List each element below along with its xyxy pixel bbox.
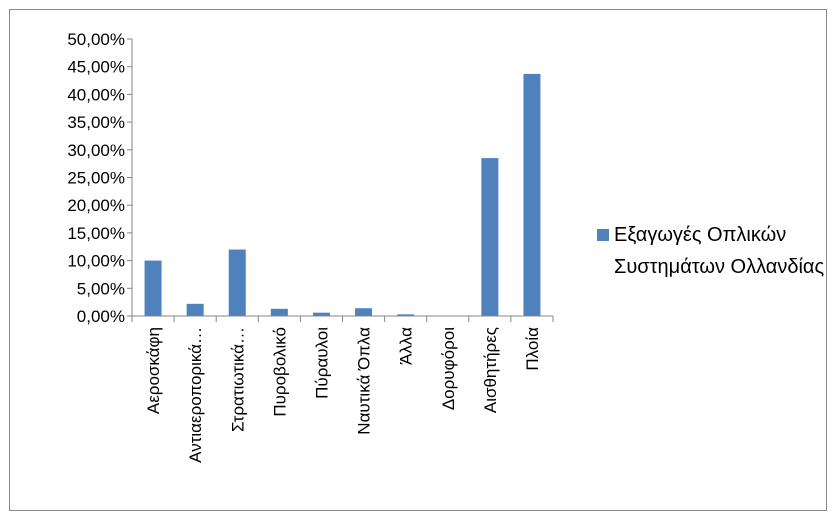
x-category-label: Πυροβολικό (270, 327, 289, 417)
x-category-label: Αντιαεροπορικά… (186, 327, 205, 463)
x-category-label: Αισθητήρες (481, 327, 500, 413)
bar (397, 314, 415, 316)
y-tick-label: 30,00% (67, 141, 125, 160)
y-tick-label: 35,00% (67, 113, 125, 132)
bar (481, 158, 499, 316)
y-tick-label: 45,00% (67, 58, 125, 77)
x-category-label: Στρατιωτικά… (228, 327, 247, 432)
x-category-label: Δορυφόροι (439, 327, 458, 410)
x-category-label: Αεροσκάφη (144, 327, 163, 414)
x-category-label: Άλλα (397, 327, 416, 365)
y-tick-label: 5,00% (77, 279, 125, 298)
y-tick-label: 0,00% (77, 307, 125, 326)
bar (228, 249, 246, 316)
bar (144, 260, 162, 316)
y-tick-label: 25,00% (67, 169, 125, 188)
bar (186, 303, 204, 316)
legend-label: Εξαγωγές Οπλικών Συστημάτων Ολλανδίας (614, 224, 825, 278)
y-tick-label: 20,00% (67, 196, 125, 215)
x-category-label: Ναυτικά Όπλα (355, 327, 374, 435)
bar (312, 312, 330, 316)
y-tick-label: 10,00% (67, 252, 125, 271)
bar (355, 308, 373, 316)
y-tick-label: 15,00% (67, 224, 125, 243)
y-tick-label: 50,00% (67, 30, 125, 49)
y-tick-label: 40,00% (67, 85, 125, 104)
x-category-label: Πλοία (523, 327, 542, 371)
chart-area (9, 9, 827, 511)
bar (270, 308, 288, 316)
bar (523, 73, 541, 316)
legend-swatch (597, 229, 609, 241)
x-category-label: Πύραυλοι (312, 327, 331, 399)
